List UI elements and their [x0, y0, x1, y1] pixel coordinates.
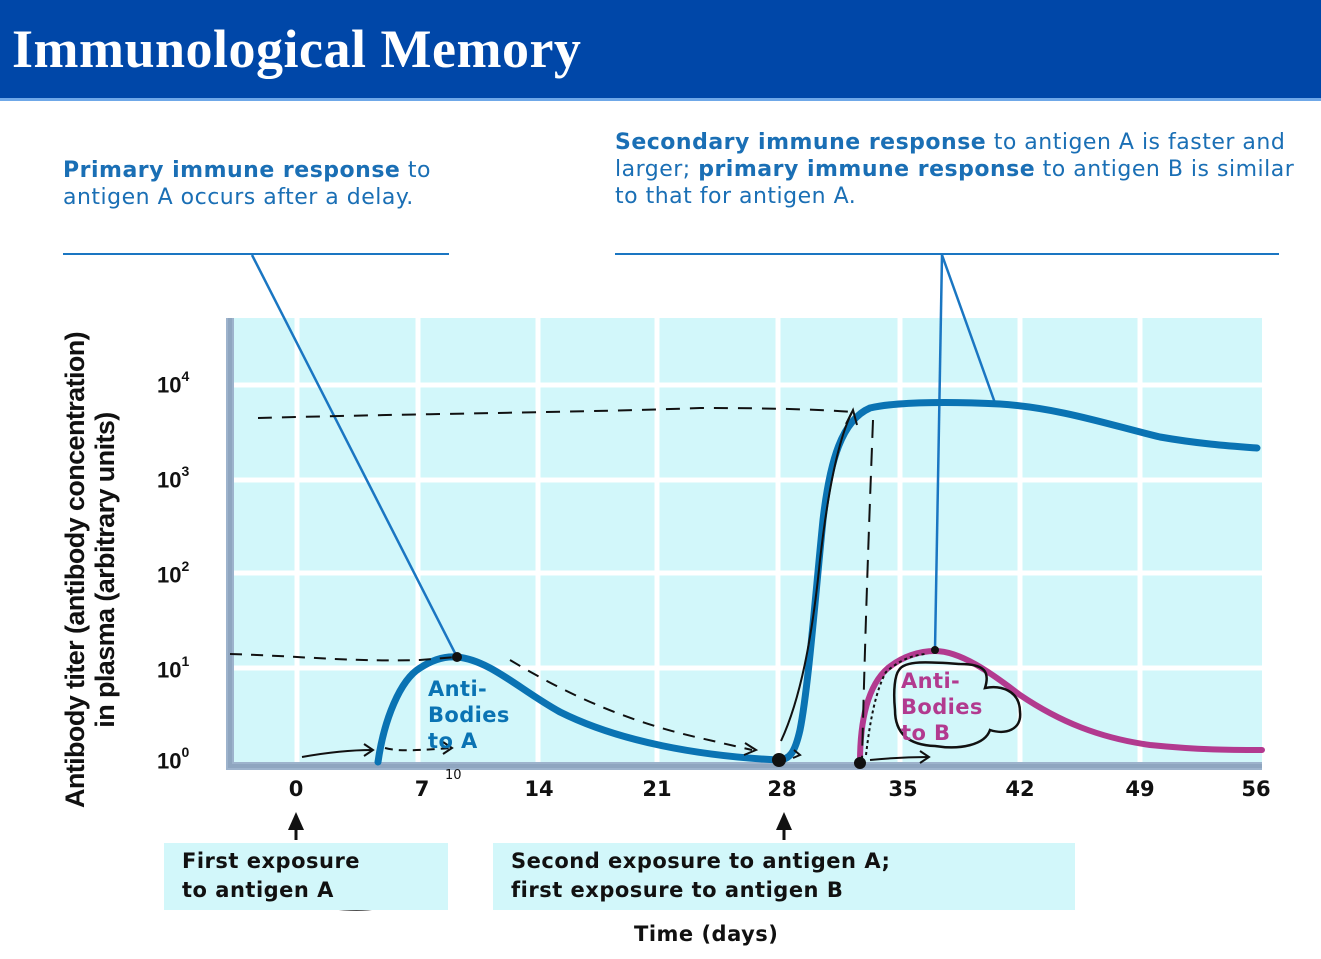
slide-header: Immunological Memory	[0, 0, 1321, 101]
antibodies-to-b-curve	[857, 647, 1265, 765]
callout-bold-text: Secondary immune response	[615, 130, 987, 155]
second-exposure-box: Second exposure to antigen A; first expo…	[493, 843, 1075, 910]
exposure-arrows	[288, 812, 792, 840]
x-tick-14: 14	[524, 777, 554, 801]
y-axis-label-line1: Antibody titer (antibody concentration)	[60, 331, 90, 809]
callout-bold-text: Primary immune response	[63, 158, 401, 183]
y-axis-label: Antibody titer (antibody concentration) …	[60, 320, 120, 820]
primary-response-callout: Primary immune response to antigen A occ…	[63, 157, 463, 211]
x-tick-0: 0	[288, 777, 304, 801]
callout-text: to antigen B is similar to that for anti…	[615, 157, 1295, 209]
y-tick-10-1: 101	[157, 653, 190, 683]
x-tick-35: 35	[888, 777, 918, 801]
trough-a-marker	[772, 753, 786, 767]
callout-text: to antigen A occurs after a delay.	[63, 158, 431, 210]
primary-leader-line	[250, 254, 459, 658]
callout-bold-text: primary immune response	[698, 157, 1036, 182]
x-axis-label: Time (days)	[634, 922, 779, 946]
start-b-marker	[854, 757, 866, 769]
callout-rule-left	[63, 253, 449, 255]
x-tick-7: 7	[414, 777, 430, 801]
x-tick-42: 42	[1005, 777, 1035, 801]
handwritten-day-note: 10	[445, 768, 462, 783]
grid	[234, 318, 1262, 762]
first-exposure-line2: to antigen A	[182, 878, 334, 902]
first-exposure-line1: First exposure	[182, 849, 361, 873]
second-exposure-line1: Second exposure to antigen A;	[511, 849, 891, 873]
antibodies-to-a-label: Anti- Bodies to A	[428, 677, 510, 753]
antibodies-to-b-label: Anti- Bodies to B	[901, 669, 983, 745]
y-tick-10-2: 102	[157, 558, 190, 588]
y-tick-10-4: 104	[157, 368, 190, 398]
secondary-leader-line	[940, 254, 997, 404]
x-tick-21: 21	[642, 777, 672, 801]
slide-title: Immunological Memory	[12, 19, 582, 79]
y-tick-10-3: 103	[157, 463, 190, 493]
second-exposure-line2: first exposure to antigen B	[511, 878, 844, 902]
y-tick-10-0: 100	[157, 744, 190, 774]
peak-b-marker	[931, 646, 939, 654]
first-exposure-box: First exposure to antigen A	[164, 843, 448, 910]
callout-rule-right	[615, 253, 1279, 255]
antigen-b-leader-line	[933, 254, 944, 651]
x-tick-49: 49	[1125, 777, 1155, 801]
callout-text: to antigen A is faster and larger;	[615, 130, 1286, 182]
x-tick-56: 56	[1241, 777, 1271, 801]
secondary-response-callout: Secondary immune response to antigen A i…	[615, 129, 1295, 210]
y-axis-label-line2: in plasma (arbitrary units)	[90, 412, 120, 728]
peak-a-marker	[452, 652, 462, 662]
x-tick-28: 28	[767, 777, 797, 801]
